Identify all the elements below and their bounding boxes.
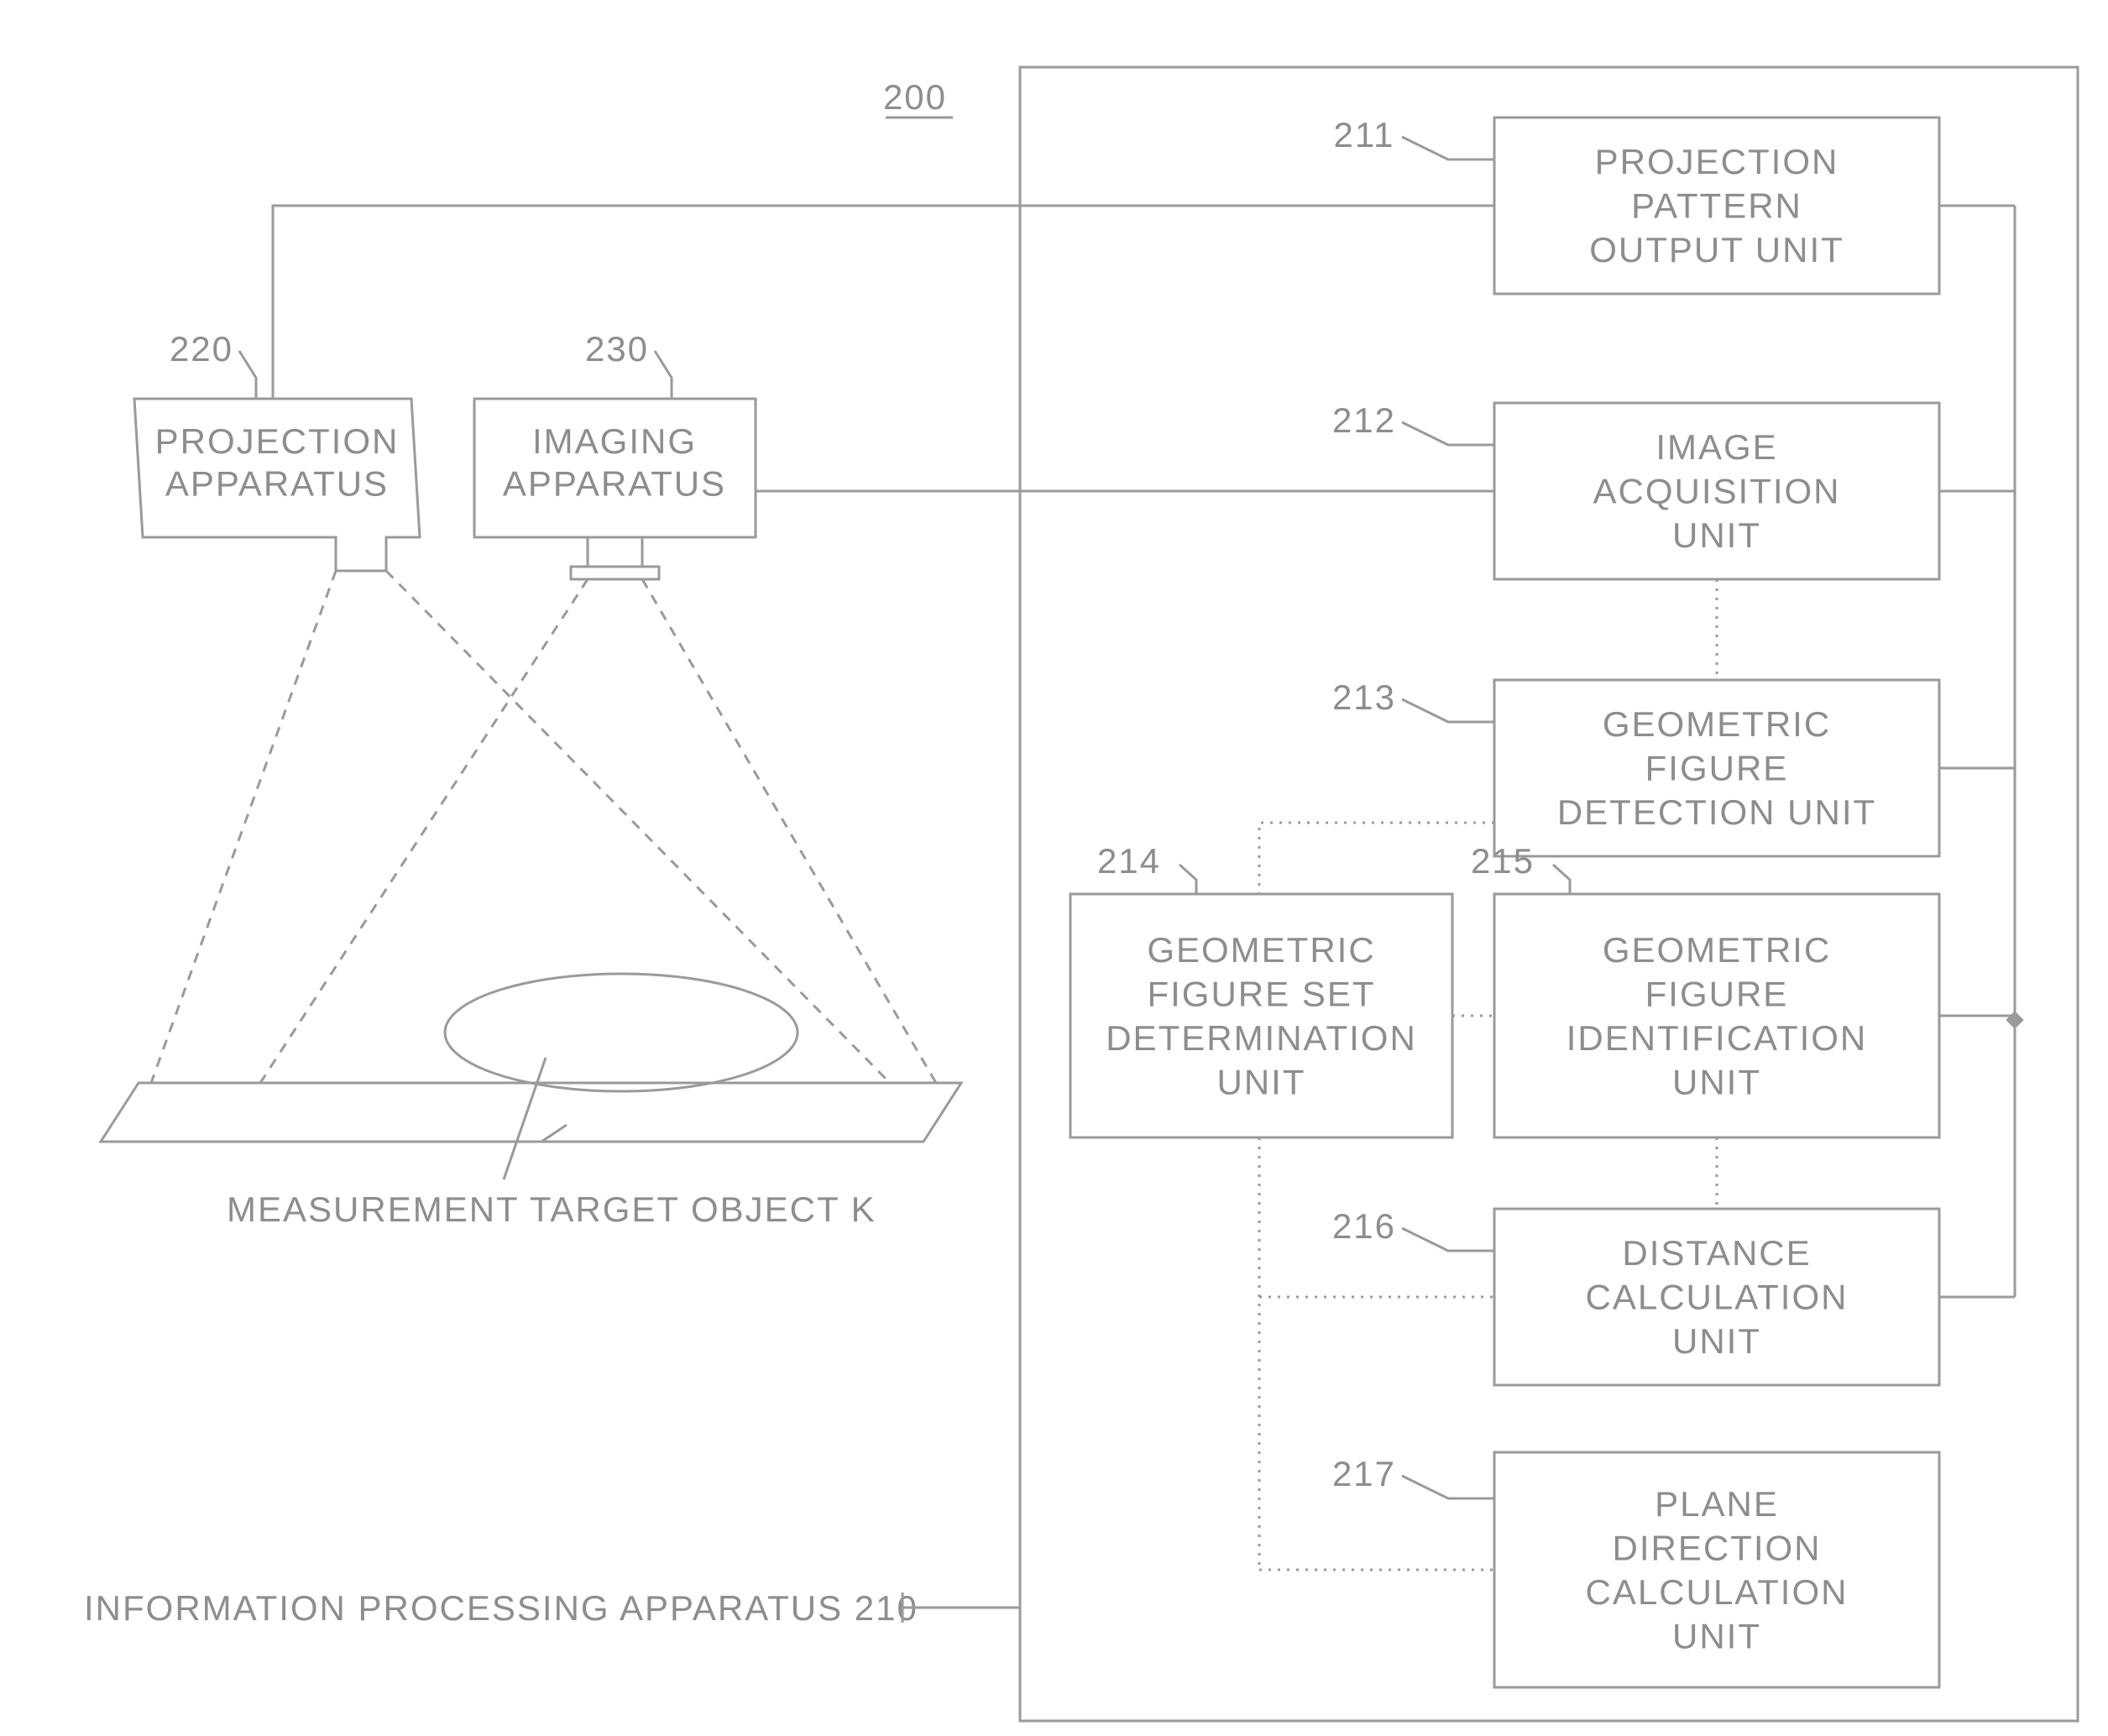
target-object-label: MEASUREMENT TARGET OBJECT K xyxy=(227,1190,876,1229)
imaging-apparatus-label: APPARATUS xyxy=(503,463,726,503)
u214-ref: 214 xyxy=(1097,841,1161,881)
u213-label: GEOMETRIC xyxy=(1603,704,1831,744)
conn-213-214 xyxy=(1259,823,1494,894)
u213-label: FIGURE xyxy=(1645,749,1789,788)
target-platform xyxy=(101,1083,961,1142)
u212-label: ACQUISITION xyxy=(1593,472,1840,511)
u214-ref-leader xyxy=(1180,865,1196,894)
u216-label: UNIT xyxy=(1672,1321,1761,1361)
u215-label: UNIT xyxy=(1672,1062,1761,1101)
u215-ref: 215 xyxy=(1471,841,1535,881)
system-ref-200: 200 xyxy=(883,77,947,117)
u214-label: DETERMINATION xyxy=(1106,1018,1417,1058)
u217-label: DIRECTION xyxy=(1613,1528,1822,1567)
imaging-ref-leader xyxy=(655,351,672,399)
u212-ref: 212 xyxy=(1332,400,1396,440)
target-leader xyxy=(504,1058,546,1179)
projection-ray-3 xyxy=(642,579,936,1083)
u214-label: GEOMETRIC xyxy=(1147,930,1375,970)
u217-label: UNIT xyxy=(1672,1616,1761,1655)
imaging-apparatus-lens xyxy=(588,537,642,567)
projection-apparatus-label: APPARATUS xyxy=(165,463,389,503)
u212-ref-leader xyxy=(1402,422,1494,445)
projection-apparatus-label: PROJECTION xyxy=(155,421,400,461)
bus-junction xyxy=(2006,1012,2023,1028)
u215-label: FIGURE xyxy=(1645,974,1789,1013)
conn-projection-to-211 xyxy=(273,206,1494,399)
imaging-apparatus-foot xyxy=(571,567,659,579)
u213-ref: 213 xyxy=(1332,677,1396,717)
u217-label: CALCULATION xyxy=(1586,1572,1849,1612)
projection-ray-0 xyxy=(151,571,336,1083)
info-processing-apparatus-label: INFORMATION PROCESSING APPARATUS 210 xyxy=(84,1588,918,1628)
projection-ref: 220 xyxy=(170,329,233,369)
projection-ref-leader xyxy=(239,351,256,399)
u216-ref: 216 xyxy=(1332,1206,1396,1246)
projection-ray-2 xyxy=(260,579,588,1083)
u217-ref: 217 xyxy=(1332,1454,1396,1493)
u211-ref: 211 xyxy=(1334,115,1395,154)
u211-label: PROJECTION xyxy=(1595,142,1839,181)
u214-label: FIGURE SET xyxy=(1147,974,1375,1013)
u213-ref-leader xyxy=(1402,699,1494,722)
u217-ref-leader xyxy=(1402,1476,1494,1498)
u215-ref-leader xyxy=(1553,865,1570,894)
u216-label: CALCULATION xyxy=(1586,1278,1849,1317)
u217-label: PLANE xyxy=(1655,1484,1779,1524)
platform-cut xyxy=(541,1125,567,1142)
u212-label: UNIT xyxy=(1672,515,1761,555)
u216-label: DISTANCE xyxy=(1622,1233,1811,1273)
u211-label: PATTERN xyxy=(1631,186,1802,226)
target-object-ellipse xyxy=(445,974,798,1091)
u214-label: UNIT xyxy=(1217,1062,1306,1101)
u212-label: IMAGE xyxy=(1656,427,1777,467)
u215-label: IDENTIFICATION xyxy=(1567,1018,1868,1058)
u213-label: DETECTION UNIT xyxy=(1557,792,1876,832)
u215-label: GEOMETRIC xyxy=(1603,930,1831,970)
imaging-apparatus-label: IMAGING xyxy=(532,421,697,461)
u216-ref-leader xyxy=(1402,1228,1494,1251)
u211-ref-leader xyxy=(1402,137,1494,159)
imaging-ref: 230 xyxy=(585,329,649,369)
u211-label: OUTPUT UNIT xyxy=(1589,230,1844,269)
